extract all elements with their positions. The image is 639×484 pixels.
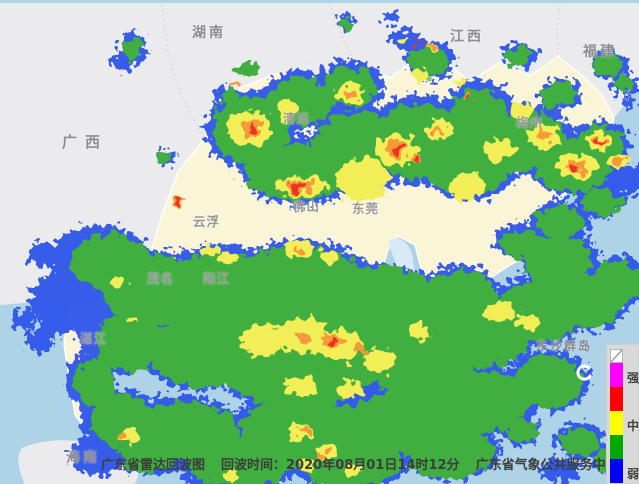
radar-echo-red-layer <box>175 40 603 345</box>
legend-swatch-none <box>610 349 623 363</box>
legend-label-medium: 中 <box>627 419 639 433</box>
legend-color-column <box>610 349 623 483</box>
caption-bar: 广东省雷达回波图 回波时间：2020年08月01日14时12分 广东省气象公共服… <box>101 454 639 473</box>
province-borders <box>161 2 561 139</box>
radar-echo-green-layer <box>70 18 639 484</box>
caption-credit: 广东省气象公共服务中心制作 <box>475 458 639 473</box>
caption-time: 回波时间：2020年08月01日14时12分 <box>221 458 460 473</box>
intensity-legend: 强 中 弱 <box>606 344 639 484</box>
legend-swatch-red <box>610 387 623 411</box>
legend-swatch-magenta <box>610 363 623 387</box>
legend-swatch-yellow <box>610 411 623 435</box>
legend-label-weak: 弱 <box>627 467 639 481</box>
neighbor-provinces-landmass <box>0 3 639 305</box>
legend-swatch-green <box>610 435 623 459</box>
caption-title: 广东省雷达回波图 <box>101 458 206 473</box>
legend-swatch-blue <box>610 459 623 483</box>
dongsha-atoll-ring <box>576 364 592 381</box>
legend-label-strong: 强 <box>627 371 639 385</box>
